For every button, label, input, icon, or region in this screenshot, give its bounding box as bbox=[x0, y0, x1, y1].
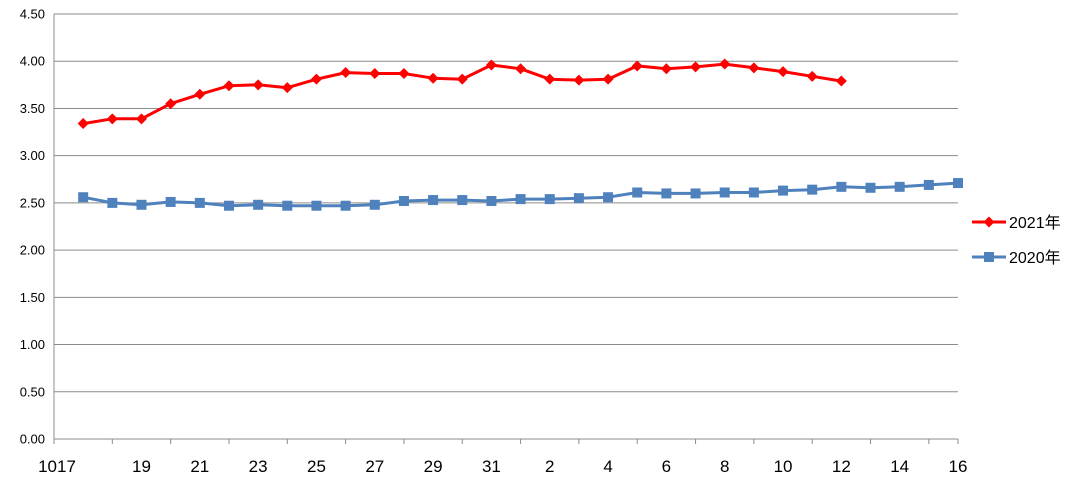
data-point bbox=[136, 199, 147, 210]
data-point bbox=[836, 181, 847, 192]
data-point bbox=[923, 179, 934, 190]
data-point bbox=[748, 62, 760, 74]
data-point bbox=[953, 178, 963, 189]
data-point bbox=[223, 80, 235, 92]
data-point bbox=[632, 187, 643, 198]
x-tick-label: 14 bbox=[890, 457, 909, 476]
data-point bbox=[310, 73, 322, 85]
data-point bbox=[106, 113, 118, 125]
y-tick-label: 0.00 bbox=[20, 432, 45, 447]
y-tick-label: 4.00 bbox=[20, 54, 45, 69]
data-point bbox=[748, 187, 759, 198]
y-tick-label: 2.00 bbox=[20, 243, 45, 258]
y-tick-label: 2.50 bbox=[20, 195, 45, 210]
data-point bbox=[690, 188, 701, 199]
data-point bbox=[457, 195, 468, 206]
legend-label: 2020年 bbox=[1009, 249, 1061, 267]
x-tick-label: 25 bbox=[307, 457, 326, 476]
data-point bbox=[690, 61, 702, 73]
data-point bbox=[398, 68, 410, 79]
data-point bbox=[282, 200, 293, 211]
x-tick-label: 10 bbox=[38, 457, 57, 476]
data-point bbox=[660, 63, 672, 75]
data-point bbox=[515, 194, 526, 205]
data-point bbox=[544, 73, 556, 85]
data-point bbox=[719, 58, 731, 70]
data-point bbox=[835, 75, 847, 87]
x-tick-label: 2 bbox=[545, 457, 554, 476]
legend-marker bbox=[984, 252, 994, 262]
x-tick-label: 29 bbox=[424, 457, 443, 476]
y-tick-label: 1.00 bbox=[20, 337, 45, 352]
y-tick-label: 4.50 bbox=[20, 7, 45, 22]
x-tick-label: 4 bbox=[603, 457, 612, 476]
data-point bbox=[311, 200, 322, 211]
data-point bbox=[165, 98, 177, 110]
data-point bbox=[486, 196, 497, 206]
data-point bbox=[194, 88, 206, 100]
x-tick-label: 6 bbox=[662, 457, 671, 476]
data-point bbox=[223, 200, 234, 211]
data-point bbox=[602, 73, 614, 85]
data-point bbox=[428, 195, 439, 206]
y-tick-label: 3.50 bbox=[20, 101, 45, 116]
data-point bbox=[340, 200, 351, 211]
data-point bbox=[194, 197, 205, 208]
x-tick-label: 19 bbox=[132, 457, 151, 476]
x-tick-label: 21 bbox=[190, 457, 209, 476]
data-point bbox=[865, 182, 876, 193]
data-point bbox=[777, 66, 789, 78]
data-point bbox=[369, 199, 380, 210]
data-point bbox=[281, 82, 293, 94]
data-point bbox=[253, 199, 264, 210]
x-tick-label: 12 bbox=[832, 457, 851, 476]
y-tick-label: 1.50 bbox=[20, 290, 45, 305]
data-point bbox=[340, 67, 352, 79]
data-point bbox=[778, 185, 789, 196]
data-point bbox=[107, 197, 118, 208]
x-tick-label: 31 bbox=[482, 457, 501, 476]
data-point bbox=[78, 192, 89, 203]
data-point bbox=[544, 194, 555, 205]
x-tick-label: 17 bbox=[57, 457, 76, 476]
data-point bbox=[252, 79, 264, 91]
data-point bbox=[719, 187, 730, 198]
data-point bbox=[894, 181, 905, 192]
data-point bbox=[807, 184, 818, 195]
data-point bbox=[77, 118, 89, 130]
y-tick-label: 0.50 bbox=[20, 384, 45, 399]
data-point bbox=[631, 60, 643, 72]
data-point bbox=[573, 74, 585, 86]
data-point bbox=[485, 59, 497, 71]
legend-label: 2021年 bbox=[1009, 214, 1061, 232]
data-point bbox=[135, 113, 147, 125]
data-point bbox=[165, 196, 176, 207]
legend-marker bbox=[983, 216, 995, 228]
x-tick-label: 8 bbox=[720, 457, 729, 476]
data-point bbox=[806, 70, 818, 82]
data-point bbox=[456, 73, 468, 85]
y-tick-label: 3.00 bbox=[20, 148, 45, 163]
x-tick-label: 10 bbox=[774, 457, 793, 476]
data-point bbox=[515, 63, 527, 75]
data-point bbox=[603, 192, 614, 203]
data-point bbox=[573, 193, 584, 204]
x-tick-label: 23 bbox=[249, 457, 268, 476]
data-point bbox=[427, 72, 439, 84]
data-point bbox=[661, 188, 672, 199]
data-point bbox=[369, 68, 381, 79]
x-tick-label: 16 bbox=[949, 457, 968, 476]
x-tick-label: 27 bbox=[365, 457, 384, 476]
data-point bbox=[398, 196, 409, 206]
